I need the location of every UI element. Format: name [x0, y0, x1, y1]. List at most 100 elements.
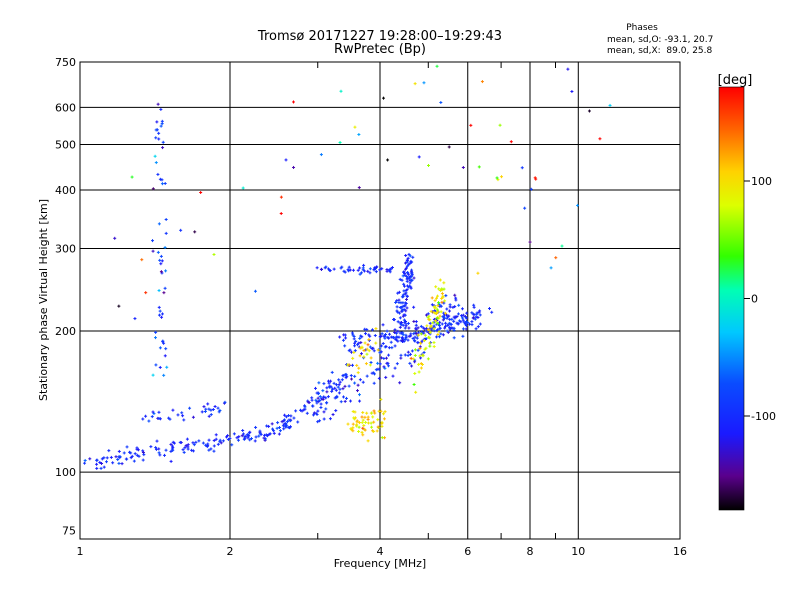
data-point: [413, 360, 417, 364]
data-point: [355, 363, 359, 367]
data-point: [369, 360, 373, 364]
data-point: [379, 409, 383, 413]
data-point: [342, 333, 346, 337]
data-point: [403, 292, 407, 296]
data-point: [374, 341, 378, 345]
data-point: [432, 345, 436, 349]
data-point: [418, 347, 422, 351]
data-point: [433, 306, 437, 310]
data-point: [275, 426, 279, 430]
data-point: [159, 270, 163, 274]
data-point: [358, 336, 362, 340]
data-point: [587, 109, 591, 113]
data-point: [117, 461, 121, 465]
data-point: [436, 333, 440, 337]
data-point: [361, 426, 365, 430]
data-point: [382, 365, 386, 369]
data-point: [368, 363, 372, 367]
data-point: [414, 331, 418, 335]
data-point: [253, 439, 257, 443]
data-point: [325, 401, 329, 405]
data-point: [446, 323, 450, 327]
data-point: [135, 453, 139, 457]
data-point: [359, 352, 363, 356]
data-point: [313, 386, 317, 390]
data-point: [278, 426, 282, 430]
data-point: [193, 230, 197, 234]
data-point: [357, 366, 361, 370]
data-point: [398, 277, 402, 281]
data-point: [162, 291, 166, 295]
data-point: [151, 410, 155, 414]
data-point: [163, 181, 167, 185]
data-point: [191, 449, 195, 453]
data-point: [412, 383, 416, 387]
data-point: [100, 462, 104, 466]
data-point: [357, 421, 361, 425]
data-point: [162, 373, 166, 377]
data-point: [402, 282, 406, 286]
data-point: [362, 263, 366, 267]
data-point: [401, 295, 405, 299]
data-point: [534, 177, 538, 181]
data-point: [459, 320, 463, 324]
data-point: [361, 433, 365, 437]
data-point: [426, 163, 430, 167]
data-point: [345, 396, 349, 400]
data-point: [287, 414, 291, 418]
data-point: [417, 362, 421, 366]
data-point: [394, 331, 398, 335]
data-point: [154, 330, 158, 334]
data-point: [380, 267, 384, 271]
plot-frame: [79, 61, 681, 540]
data-point: [455, 321, 459, 325]
data-point: [345, 374, 349, 378]
data-point: [368, 334, 372, 338]
data-point: [95, 458, 99, 462]
data-point: [453, 293, 457, 297]
data-point: [365, 411, 369, 415]
data-point: [373, 411, 377, 415]
data-point: [405, 295, 409, 299]
data-point: [395, 335, 399, 339]
data-point: [343, 270, 347, 274]
data-point: [282, 419, 286, 423]
data-point: [141, 458, 145, 462]
data-point: [560, 244, 564, 248]
data-point: [331, 413, 335, 417]
data-point: [334, 383, 338, 387]
data-point: [351, 410, 355, 414]
data-point: [426, 357, 430, 361]
data-point: [496, 178, 500, 182]
data-point: [317, 381, 321, 385]
data-point: [310, 398, 314, 402]
data-point: [444, 321, 448, 325]
data-point: [441, 318, 445, 322]
data-point: [410, 271, 414, 275]
data-point: [410, 349, 414, 353]
data-point: [371, 346, 375, 350]
data-point: [358, 266, 362, 270]
data-point: [164, 269, 168, 273]
data-point: [144, 414, 148, 418]
data-point: [378, 347, 382, 351]
data-point: [428, 336, 432, 340]
y-tick-label: 500: [55, 139, 76, 152]
data-point: [400, 278, 404, 282]
data-point: [141, 417, 145, 421]
data-point: [372, 371, 376, 375]
data-point: [413, 348, 417, 352]
data-point: [439, 310, 443, 314]
data-point: [445, 307, 449, 311]
data-point: [351, 422, 355, 426]
data-point: [176, 413, 180, 417]
data-point: [364, 362, 368, 366]
data-point: [445, 316, 449, 320]
data-point: [294, 409, 298, 413]
data-point: [452, 336, 456, 340]
x-tick-label: 1: [77, 545, 84, 558]
data-point: [363, 428, 367, 432]
data-point: [375, 429, 379, 433]
data-point: [442, 287, 446, 291]
